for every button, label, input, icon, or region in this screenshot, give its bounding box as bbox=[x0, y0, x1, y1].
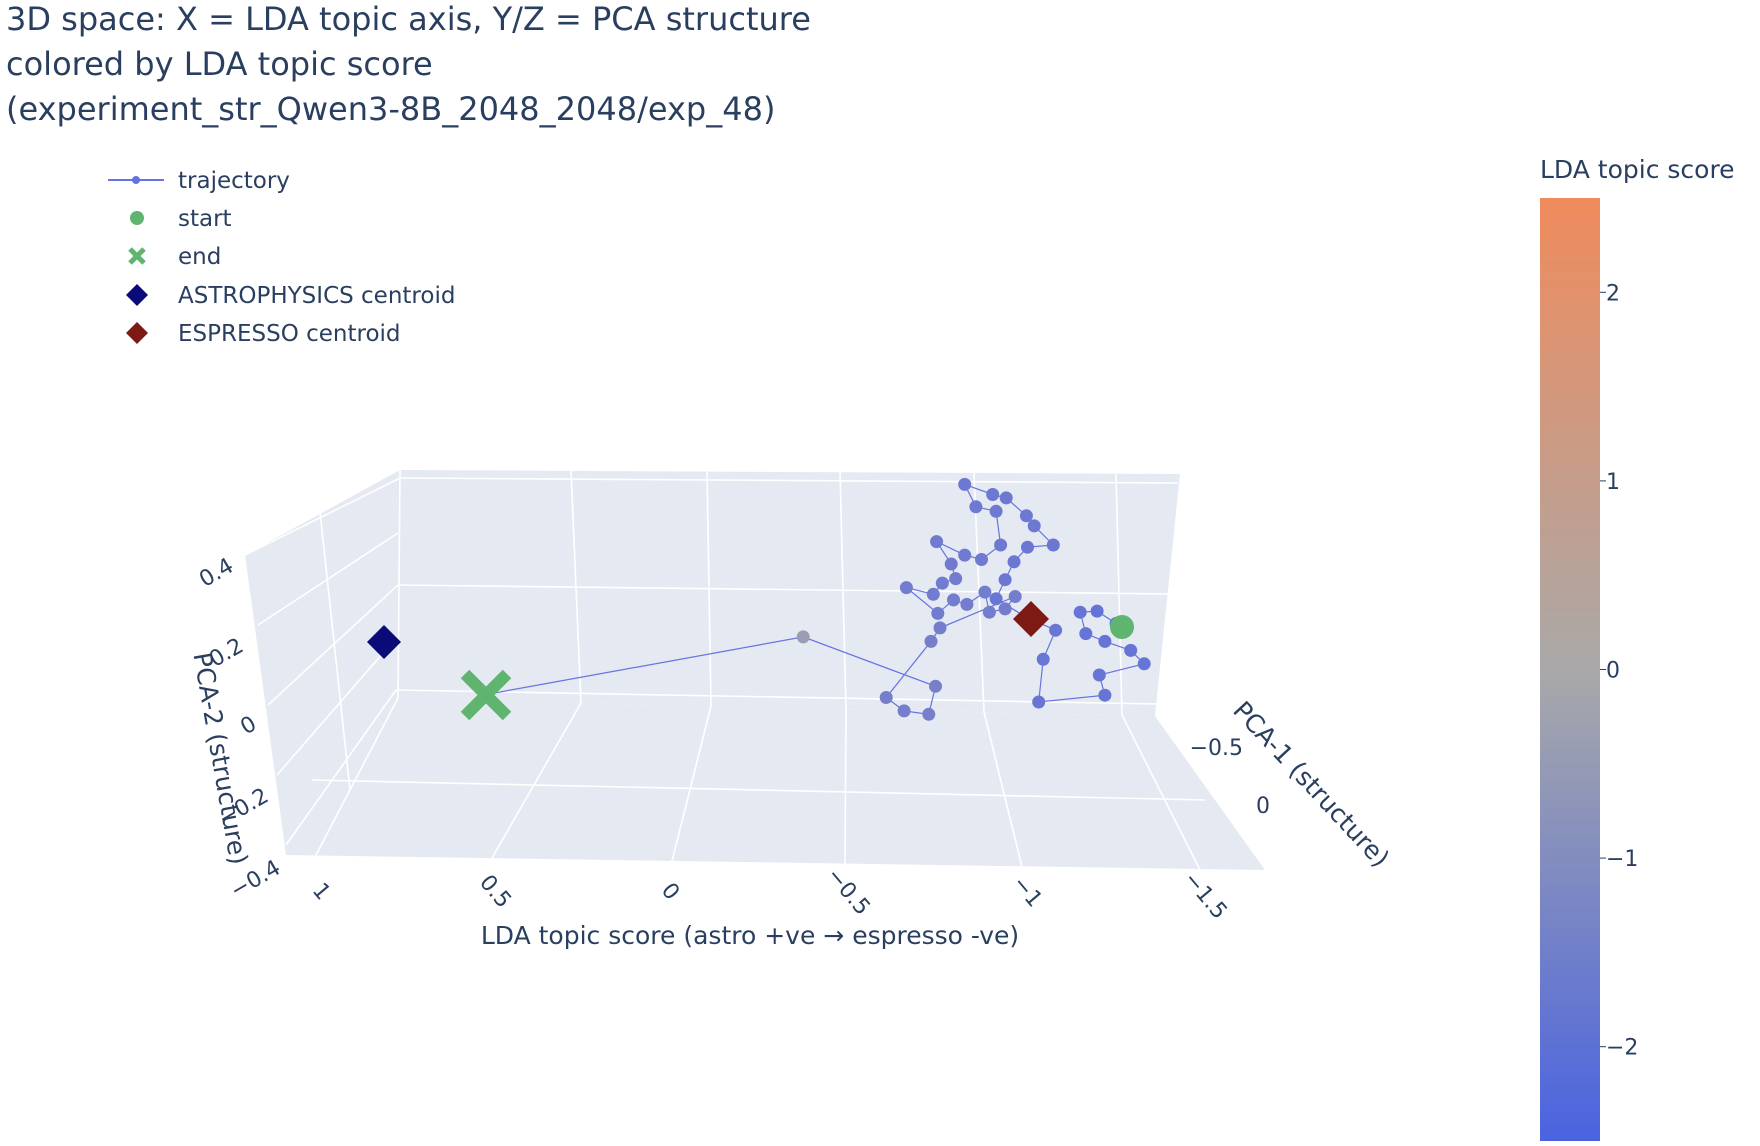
x-tick-1: 1 bbox=[307, 878, 335, 905]
colorbar-gradient bbox=[1540, 198, 1600, 1141]
chart-title-line-2: colored by LDA topic score bbox=[6, 45, 433, 83]
chart-title-line-3: (experiment_str_Qwen3-8B_2048_2048/exp_4… bbox=[6, 90, 775, 128]
trajectory-point[interactable] bbox=[978, 585, 992, 599]
trajectory-point[interactable] bbox=[958, 477, 972, 491]
trajectory-point[interactable] bbox=[899, 581, 913, 595]
trajectory-point[interactable] bbox=[989, 592, 1003, 606]
trajectory-series bbox=[482, 477, 1151, 721]
trajectory-point[interactable] bbox=[947, 593, 960, 607]
x-axis-ticks: 1 0.5 0 −0.5 −1 −1.5 bbox=[307, 863, 1232, 924]
trajectory-point[interactable] bbox=[1049, 623, 1063, 637]
chart-title-line-1: 3D space: X = LDA topic axis, Y/Z = PCA … bbox=[6, 0, 811, 38]
trajectory-point[interactable] bbox=[975, 553, 988, 566]
astrophysics-centroid-marker[interactable] bbox=[367, 625, 401, 659]
legend-label-astrophysics: ASTROPHYSICS centroid bbox=[178, 283, 455, 309]
trajectory-point[interactable] bbox=[929, 679, 942, 693]
x-tick-neg1: −1 bbox=[1007, 871, 1047, 912]
y-tick-neg0.5: −0.5 bbox=[1190, 736, 1243, 761]
trajectory-point[interactable] bbox=[994, 538, 1008, 552]
end-marker[interactable] bbox=[460, 669, 512, 721]
trajectory-point[interactable] bbox=[931, 606, 945, 620]
left-wall-pane bbox=[245, 470, 400, 855]
z-axis-title: PCA-2 (structure) bbox=[187, 650, 253, 867]
trajectory-point[interactable] bbox=[969, 500, 983, 514]
legend-label-end: end bbox=[178, 244, 221, 270]
x-tick-neg0.5: −0.5 bbox=[821, 863, 874, 920]
colorbar-tick-label: 1 bbox=[1606, 470, 1620, 495]
z-tick-0: 0 bbox=[236, 712, 261, 741]
trajectory-point[interactable] bbox=[922, 707, 936, 721]
trajectory-point[interactable] bbox=[999, 491, 1013, 505]
legend-item-astrophysics-centroid[interactable]: ASTROPHYSICS centroid bbox=[126, 283, 455, 309]
trajectory-point[interactable] bbox=[986, 488, 1000, 501]
trajectory-point[interactable] bbox=[1098, 688, 1112, 702]
legend-item-end[interactable]: end bbox=[128, 244, 221, 270]
gridlines bbox=[244, 469, 1206, 871]
espresso-centroid-marker[interactable] bbox=[1013, 601, 1049, 637]
trajectory-point[interactable] bbox=[926, 587, 940, 601]
trajectory-point[interactable] bbox=[796, 630, 810, 644]
legend-item-espresso-centroid[interactable]: ESPRESSO centroid bbox=[126, 321, 401, 347]
trajectory-point[interactable] bbox=[949, 572, 963, 586]
colorbar-tick-label: −1 bbox=[1606, 847, 1638, 872]
floor-pane bbox=[286, 698, 1265, 870]
legend-label-start: start bbox=[178, 206, 232, 232]
trajectory-point[interactable] bbox=[1092, 668, 1106, 682]
colorbar-title: LDA topic score bbox=[1540, 155, 1735, 184]
trajectory-point[interactable] bbox=[1032, 695, 1046, 709]
trajectory-point[interactable] bbox=[1079, 627, 1093, 641]
trajectory-point[interactable] bbox=[1008, 590, 1022, 603]
legend-item-trajectory[interactable]: trajectory bbox=[108, 168, 290, 194]
colorbar-tick-label: −2 bbox=[1606, 1036, 1638, 1061]
trajectory-point[interactable] bbox=[998, 573, 1012, 587]
trajectory-point[interactable] bbox=[897, 704, 911, 718]
y-tick-0: 0 bbox=[1256, 794, 1270, 819]
trajectory-point[interactable] bbox=[1021, 540, 1034, 554]
back-wall-pane bbox=[342, 470, 1180, 716]
trajectory-point[interactable] bbox=[1098, 634, 1112, 648]
trajectory-point[interactable] bbox=[989, 504, 1003, 518]
trajectory-point[interactable] bbox=[982, 605, 996, 619]
trajectory-point[interactable] bbox=[930, 535, 944, 549]
trajectory-point[interactable] bbox=[960, 597, 974, 611]
trajectory-point[interactable] bbox=[1027, 519, 1041, 533]
trajectory-point[interactable] bbox=[1046, 538, 1060, 552]
trajectory-point[interactable] bbox=[879, 691, 893, 704]
trajectory-point[interactable] bbox=[1073, 605, 1087, 619]
legend-label-espresso: ESPRESSO centroid bbox=[178, 321, 401, 347]
z-tick-0.4: 0.4 bbox=[195, 554, 238, 593]
trajectory-point[interactable] bbox=[1137, 657, 1151, 671]
trajectory-point[interactable] bbox=[1090, 604, 1104, 618]
trajectory-point[interactable] bbox=[944, 557, 958, 571]
trajectory-point[interactable] bbox=[1036, 652, 1050, 666]
x-tick-neg1.5: −1.5 bbox=[1178, 867, 1231, 924]
scene-panes bbox=[245, 470, 1265, 870]
legend: trajectory start end ASTROPHYSICS centro… bbox=[108, 168, 455, 347]
trajectory-point[interactable] bbox=[924, 634, 938, 648]
colorbar-tick-label: 0 bbox=[1606, 659, 1620, 684]
y-axis-ticks: −0.5 0 bbox=[1190, 736, 1270, 819]
trajectory-point[interactable] bbox=[1124, 643, 1138, 657]
x-tick-0: 0 bbox=[656, 878, 684, 905]
trajectory-point[interactable] bbox=[933, 621, 947, 635]
trajectory-point[interactable] bbox=[998, 602, 1012, 616]
trajectory-point[interactable] bbox=[935, 576, 949, 590]
x-tick-0.5: 0.5 bbox=[474, 870, 516, 913]
trajectory-point[interactable] bbox=[958, 548, 972, 562]
legend-item-start[interactable]: start bbox=[130, 206, 232, 232]
y-axis-title: PCA-1 (structure) bbox=[1227, 696, 1395, 873]
colorbar-tick-label: 2 bbox=[1606, 281, 1620, 306]
legend-label-trajectory: trajectory bbox=[178, 168, 290, 194]
x-axis-title: LDA topic score (astro +ve → espresso -v… bbox=[481, 921, 1019, 950]
start-marker[interactable] bbox=[1110, 615, 1134, 639]
trajectory-point[interactable] bbox=[1019, 509, 1033, 523]
colorbar: LDA topic score 2 1 0 −1 −2 bbox=[1540, 155, 1735, 1141]
trajectory-point[interactable] bbox=[1007, 555, 1021, 569]
